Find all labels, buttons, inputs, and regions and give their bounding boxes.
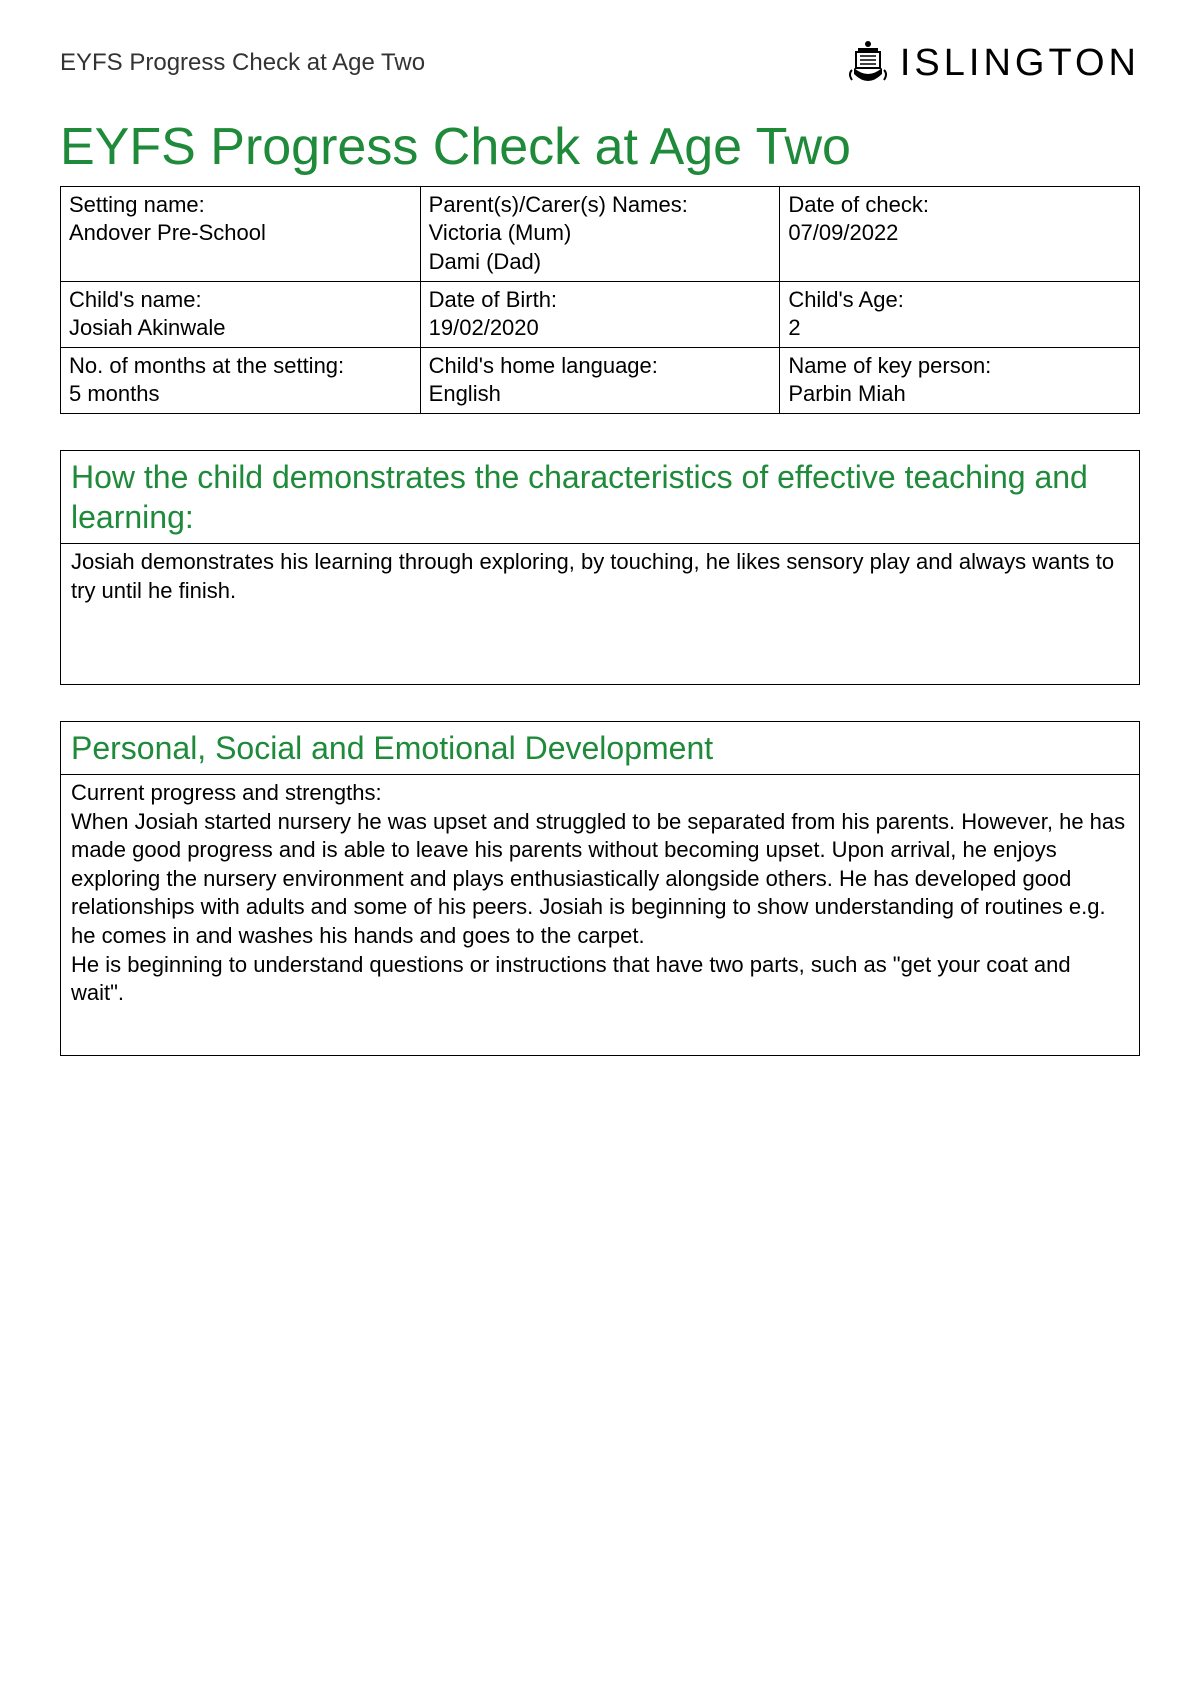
- section-psed: Personal, Social and Emotional Developme…: [60, 721, 1140, 1056]
- field-value: Andover Pre-School: [69, 219, 412, 248]
- cell-child-age: Child's Age: 2: [780, 281, 1140, 347]
- page-header: EYFS Progress Check at Age Two ISLINGTON: [60, 38, 1140, 88]
- cell-date-of-check: Date of check: 07/09/2022: [780, 186, 1140, 281]
- field-label: Child's Age:: [788, 286, 1131, 315]
- field-value: English: [429, 380, 772, 409]
- field-value: 5 months: [69, 380, 412, 409]
- field-label: No. of months at the setting:: [69, 352, 412, 381]
- page-header-label: EYFS Progress Check at Age Two: [60, 49, 425, 77]
- table-row: Setting name: Andover Pre-School Parent(…: [61, 186, 1140, 281]
- field-label: Parent(s)/Carer(s) Names:: [429, 191, 772, 220]
- table-row: Child's name: Josiah Akinwale Date of Bi…: [61, 281, 1140, 347]
- cell-key-person: Name of key person: Parbin Miah: [780, 347, 1140, 413]
- field-label: Date of check:: [788, 191, 1131, 220]
- cell-home-language: Child's home language: English: [420, 347, 780, 413]
- cell-child-name: Child's name: Josiah Akinwale: [61, 281, 421, 347]
- field-value: 2: [788, 314, 1131, 343]
- section-body: Current progress and strengths: When Jos…: [61, 775, 1139, 1055]
- section-body-text: When Josiah started nursery he was upset…: [71, 809, 1125, 1006]
- field-label: Child's home language:: [429, 352, 772, 381]
- section-body: Josiah demonstrates his learning through…: [61, 544, 1139, 684]
- page-title: EYFS Progress Check at Age Two: [60, 118, 1140, 178]
- field-label: Date of Birth:: [429, 286, 772, 315]
- table-row: No. of months at the setting: 5 months C…: [61, 347, 1140, 413]
- field-label: Name of key person:: [788, 352, 1131, 381]
- section-heading: Personal, Social and Emotional Developme…: [61, 722, 1139, 775]
- field-label: Child's name:: [69, 286, 412, 315]
- cell-dob: Date of Birth: 19/02/2020: [420, 281, 780, 347]
- logo-text: ISLINGTON: [900, 42, 1140, 85]
- field-value: Parbin Miah: [788, 380, 1131, 409]
- field-value: 07/09/2022: [788, 219, 1131, 248]
- field-value: Victoria (Mum)Dami (Dad): [429, 219, 772, 276]
- section-heading: How the child demonstrates the character…: [61, 451, 1139, 544]
- field-value: Josiah Akinwale: [69, 314, 412, 343]
- section-characteristics: How the child demonstrates the character…: [60, 450, 1140, 685]
- field-label: Setting name:: [69, 191, 412, 220]
- crest-icon: [846, 38, 890, 88]
- section-body-label: Current progress and strengths:: [71, 780, 382, 805]
- info-table: Setting name: Andover Pre-School Parent(…: [60, 186, 1140, 414]
- cell-months-at-setting: No. of months at the setting: 5 months: [61, 347, 421, 413]
- cell-setting-name: Setting name: Andover Pre-School: [61, 186, 421, 281]
- field-value: 19/02/2020: [429, 314, 772, 343]
- cell-parents: Parent(s)/Carer(s) Names: Victoria (Mum)…: [420, 186, 780, 281]
- logo: ISLINGTON: [846, 38, 1140, 88]
